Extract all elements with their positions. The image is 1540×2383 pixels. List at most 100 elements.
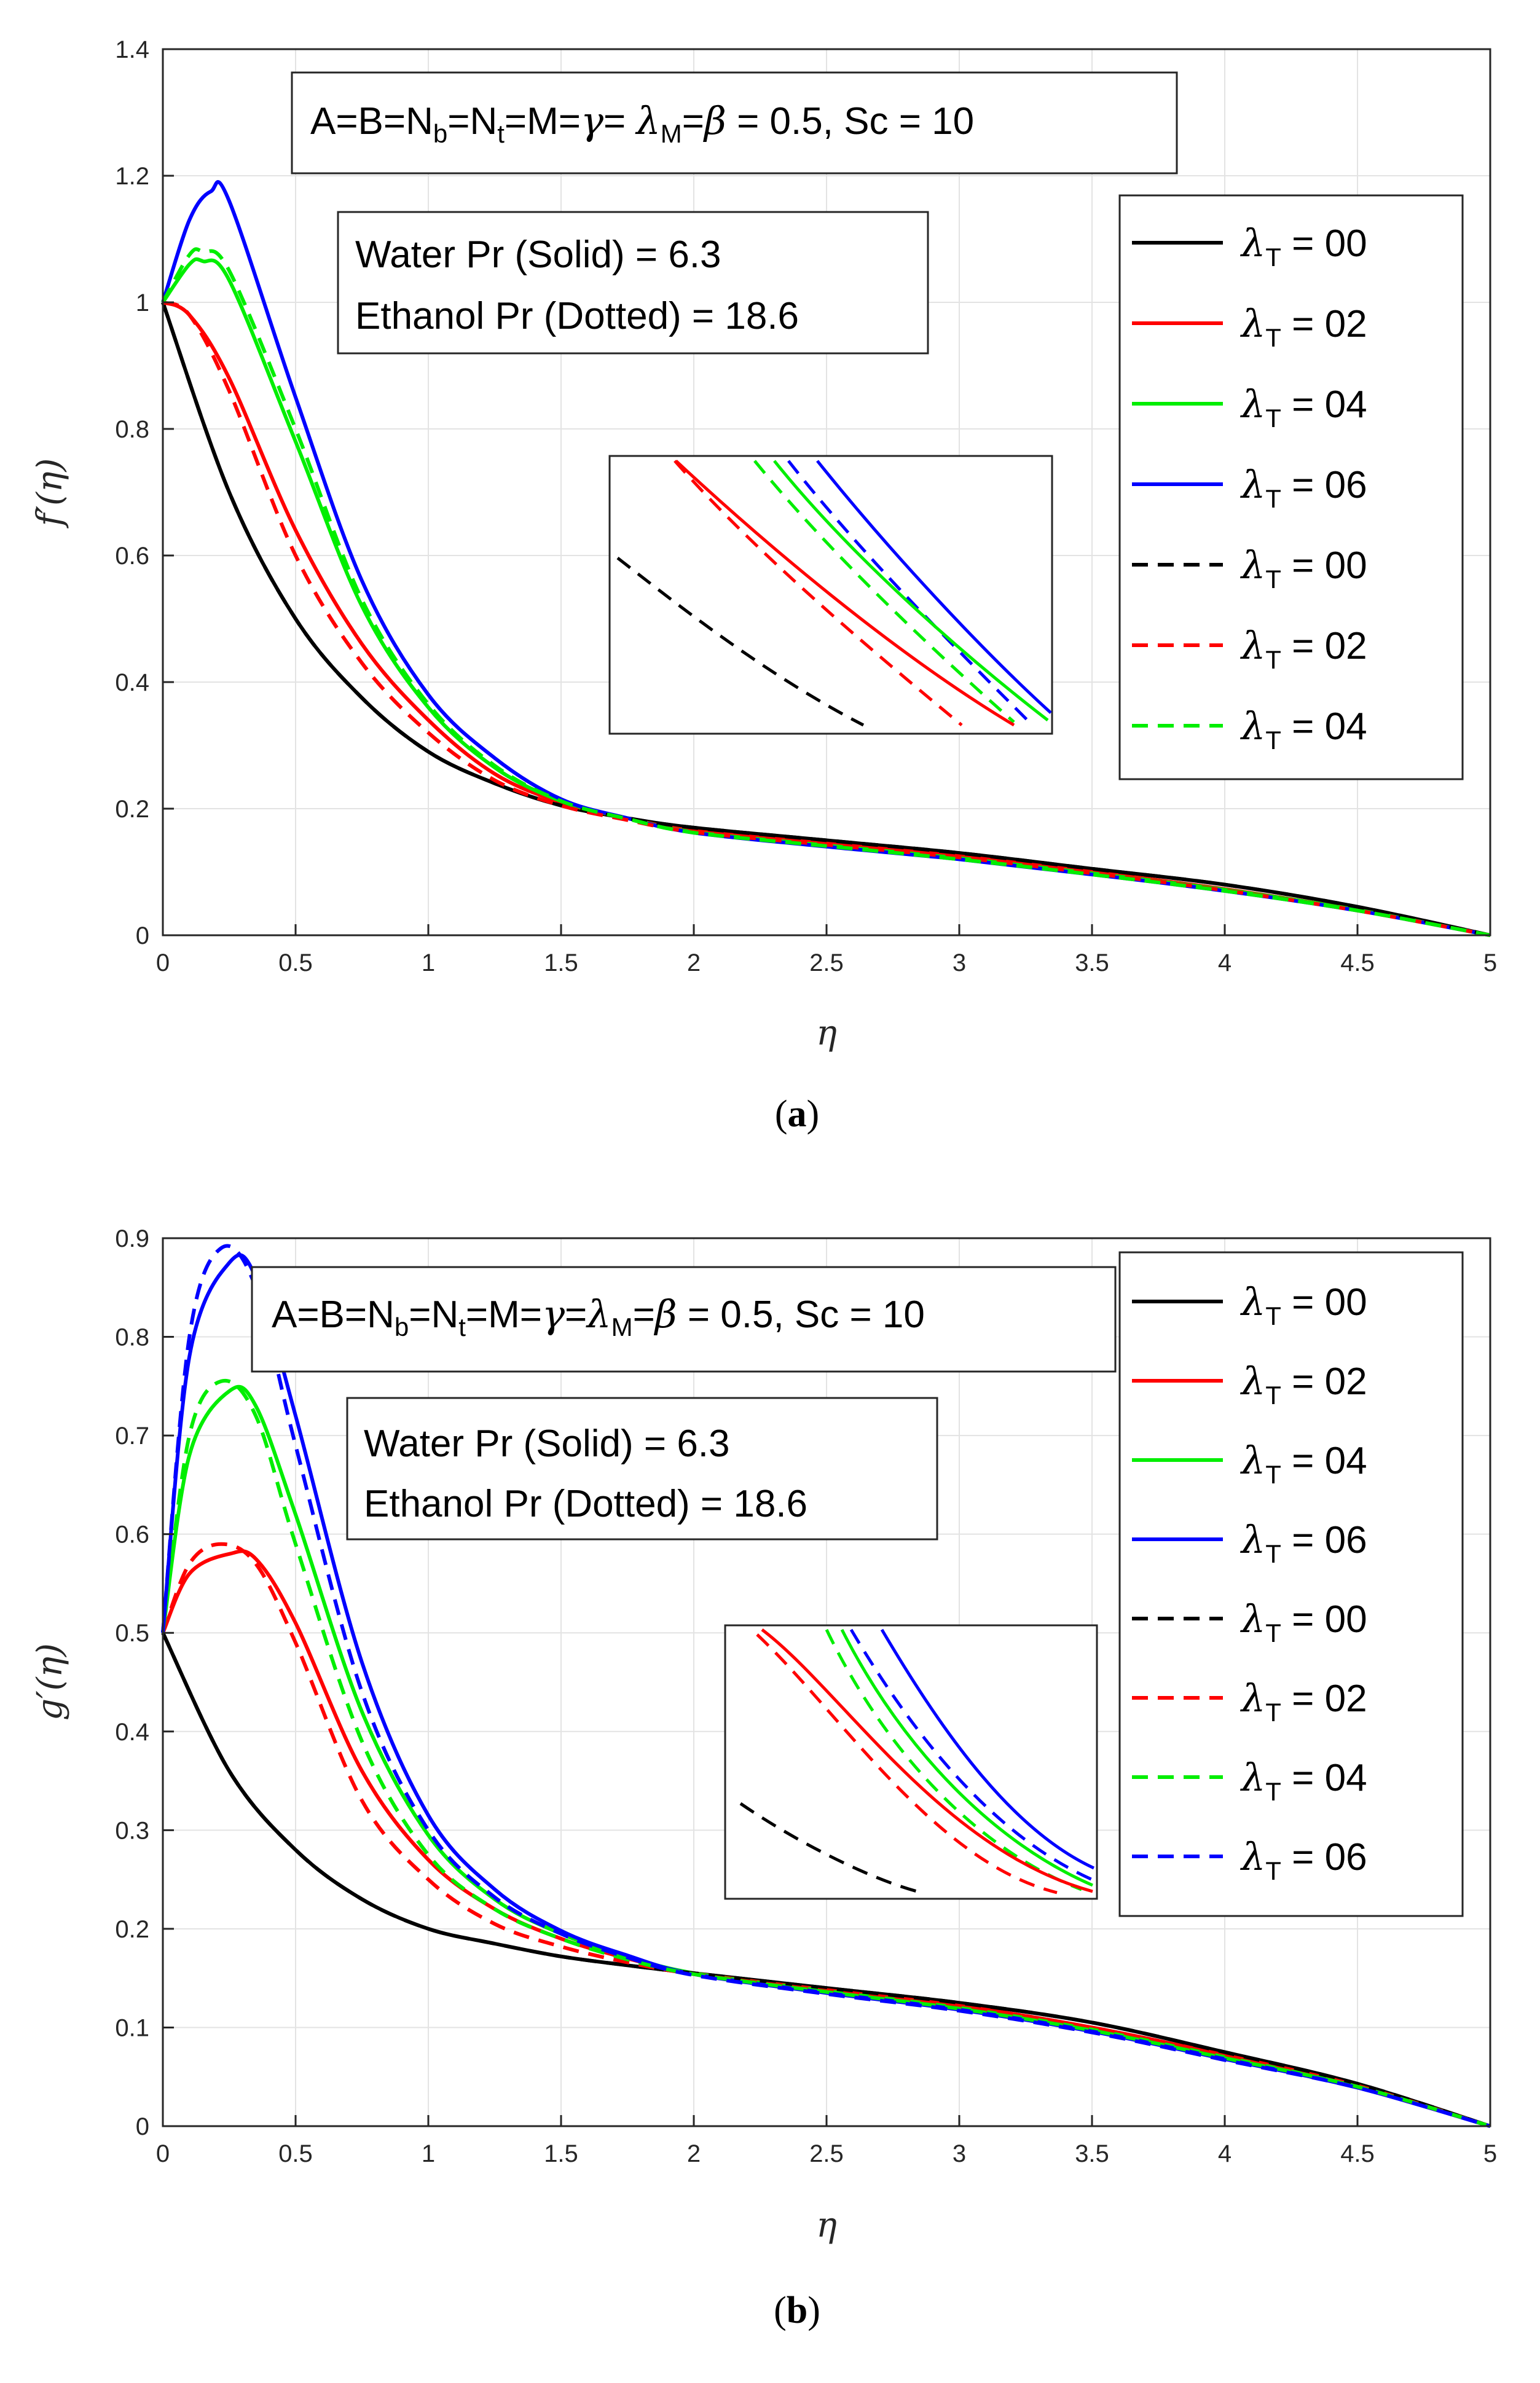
inset-a-line-06-water	[816, 460, 1052, 714]
panel-a-y-tick-label: 0.4	[115, 669, 149, 696]
inset-b-line-06-water	[880, 1628, 1095, 1870]
panel-b-legend-label: λT = 04	[1239, 1755, 1367, 1806]
panel-a-y-tick-label: 0.6	[115, 543, 149, 570]
panel-a-series	[161, 180, 1491, 937]
panel-a-inset	[608, 455, 1053, 735]
panel-a-legend-label: λT = 00	[1239, 543, 1367, 594]
panel-b-legend-label: λT = 00	[1239, 1279, 1367, 1330]
panel-a-y-tick-label: 1.4	[115, 36, 149, 63]
inset-a-line-06-ethanol	[787, 460, 1031, 723]
panel-a-prandtl-box: Water Pr (Solid) = 6.3 Ethanol Pr (Dotte…	[337, 211, 929, 355]
panel-a-y-label: f′(η)	[30, 458, 70, 529]
inset-a-line-04-ethanol	[753, 460, 1015, 723]
panel-b-legend-label: λT = 00	[1239, 1596, 1367, 1647]
panel-a-x-tick-label: 4	[1218, 949, 1232, 976]
panel-a-legend-label: λT = 02	[1239, 623, 1367, 674]
panel-b-x-tick-label: 2.5	[809, 2140, 844, 2167]
panel-b-x-tick-label: 1	[422, 2140, 435, 2167]
panel-b-ticks: 0 0.5 1 1.5 2 2.5 3 3.5 4 4.5 5 0 0.1 0.2 0.3 0.4 0.5 0.6…	[115, 1225, 1497, 2167]
inset-b-line-00-ethanol	[739, 1802, 922, 1894]
panel-b-legend-label: λT = 02	[1239, 1676, 1367, 1727]
panel-b-x-tick-label: 3.5	[1075, 2140, 1109, 2167]
panel-a-legend: λT = 00 λT = 02 λT = 04 λT = 06 λT = 00 λT = …	[1118, 194, 1464, 780]
panel-b-x-label: η	[816, 2205, 837, 2245]
panel-b-x-tick-label: 4	[1218, 2140, 1232, 2167]
panel-b-y-tick-label: 0	[136, 2113, 149, 2140]
panel-a-legend-label: λT = 04	[1239, 382, 1367, 433]
panel-a-parameters-box: A=B=Nb=Nt=M=γ= λM=β = 0.5, Sc = 10	[291, 71, 1178, 175]
inset-b-line-02-ethanol	[756, 1633, 1058, 1894]
panel-b-x-tick-label: 1.5	[544, 2140, 578, 2167]
inset-b-line-04-water	[840, 1628, 1093, 1887]
inset-b-line-06-ethanol	[849, 1628, 1095, 1882]
panel-a-legend-label: λT = 04	[1239, 704, 1367, 755]
inset-a-line-02-water	[675, 460, 1015, 727]
panel-b-inset	[724, 1624, 1098, 1900]
panel-b-prandtl-line2: Ethanol Pr (Dotted) = 18.6	[364, 1483, 807, 1525]
panel-b-x-tick-label: 0.5	[278, 2140, 313, 2167]
panel-b-x-tick-label: 0	[156, 2140, 170, 2167]
panel-b-y-tick-label: 0.2	[115, 1916, 149, 1943]
inset-b-line-02-water	[761, 1628, 1093, 1893]
panel-a-x-tick-label: 1	[422, 949, 435, 976]
panel-a-y-tick-label: 0.2	[115, 796, 149, 823]
panel-b-series-line-6	[161, 1378, 1491, 2128]
panel-b-parameters-box: A=B=Nb=Nt=M=γ=λM=β = 0.5, Sc = 10	[251, 1266, 1117, 1373]
panel-b-legend: λT = 00 λT = 02 λT = 04 λT = 06 λT = 00 λT = …	[1118, 1251, 1464, 1917]
panel-a-legend-label: λT = 02	[1239, 301, 1367, 352]
inset-a-line-02-ethanol	[674, 460, 963, 726]
panel-b-y-tick-label: 0.5	[115, 1620, 149, 1647]
panel-a-x-tick-label: 4.5	[1340, 949, 1375, 976]
panel-a-parameters-text: A=B=Nb=Nt=M=γ= λM=β = 0.5, Sc = 10	[310, 98, 974, 148]
panel-a-x-tick-label: 5	[1483, 949, 1497, 976]
inset-a-line-04-water	[773, 460, 1049, 721]
panel-b-y-label: g′(η)	[30, 1643, 70, 1721]
panel-b-y-tick-label: 0.1	[115, 2014, 149, 2041]
panel-b-prandtl-line1: Water Pr (Solid) = 6.3	[364, 1423, 730, 1465]
panel-a-x-tick-label: 0	[156, 949, 170, 976]
panel-b-y-tick-label: 0.6	[115, 1521, 149, 1549]
panel-b-legend-label: λT = 02	[1239, 1359, 1367, 1410]
panel-b-y-tick-label: 0.8	[115, 1324, 149, 1351]
panel-b-x-tick-label: 4.5	[1340, 2140, 1375, 2167]
panel-a-series-line-6	[161, 247, 1491, 937]
panel-a-x-tick-label: 2.5	[809, 949, 844, 976]
panel-a-x-tick-label: 2	[687, 949, 701, 976]
panel-b-y-tick-label: 0.4	[115, 1719, 149, 1746]
panel-b-caption: (b)	[774, 2290, 820, 2331]
panel-a-ticks: 0 0.5 1 1.5 2 2.5 3 3.5 4 4.5 5 0 0.2 0.4 0.6 0.8 1 1.2 1.…	[115, 36, 1497, 976]
panel-b-x-tick-label: 5	[1483, 2140, 1497, 2167]
panel-b-series	[161, 1244, 1491, 2128]
panel-a-prandtl-line2: Ethanol Pr (Dotted) = 18.6	[355, 295, 799, 337]
panel-a-x-tick-label: 1.5	[544, 949, 578, 976]
panel-a-y-tick-label: 1	[136, 289, 149, 316]
panel-a-legend-label: λT = 06	[1239, 462, 1367, 513]
panel-a-y-tick-label: 0.8	[115, 416, 149, 443]
panel-a-x-tick-label: 3	[953, 949, 966, 976]
panel-b-y-tick-label: 0.3	[115, 1817, 149, 1844]
panel-a-legend-label: λT = 00	[1239, 221, 1367, 272]
panel-b-legend-label: λT = 04	[1239, 1438, 1367, 1489]
panel-a-x-label: η	[816, 1013, 837, 1053]
panel-b-x-tick-label: 3	[953, 2140, 966, 2167]
panel-b-y-tick-label: 0.7	[115, 1423, 149, 1450]
panel-a-series-line-4	[161, 302, 1491, 937]
inset-a-line-00-ethanol	[616, 557, 865, 727]
panel-a-y-tick-label: 0	[136, 922, 149, 949]
panel-a-x-tick-label: 3.5	[1075, 949, 1109, 976]
panel-a-x-tick-label: 0.5	[278, 949, 313, 976]
panel-b-chart: 0 0.5 1 1.5 2 2.5 3 3.5 4 4.5 5 0 0.1 0.2 0.3 0.4 0.5 0.6…	[30, 1225, 1497, 2331]
panel-b-series-line-7	[161, 1244, 1491, 2128]
panel-a-caption: (a)	[775, 1093, 819, 1135]
panel-b-legend-label: λT = 06	[1239, 1517, 1367, 1568]
panel-a-series-line-5	[162, 300, 1491, 937]
panel-a-y-tick-label: 1.2	[115, 163, 149, 190]
panel-b-x-tick-label: 2	[687, 2140, 701, 2167]
panel-b-legend-label: λT = 06	[1239, 1834, 1367, 1885]
panel-a-chart: 0 0.5 1 1.5 2 2.5 3 3.5 4 4.5 5 0 0.2 0.4 0.6 0.8 1 1.2 1.…	[30, 36, 1497, 1135]
panel-b-parameters-text: A=B=Nb=Nt=M=γ=λM=β = 0.5, Sc = 10	[272, 1292, 925, 1341]
panel-b-y-tick-label: 0.9	[115, 1225, 149, 1252]
panel-a-prandtl-line1: Water Pr (Solid) = 6.3	[355, 234, 721, 276]
panel-b-prandtl-box: Water Pr (Solid) = 6.3 Ethanol Pr (Dotte…	[346, 1397, 938, 1541]
